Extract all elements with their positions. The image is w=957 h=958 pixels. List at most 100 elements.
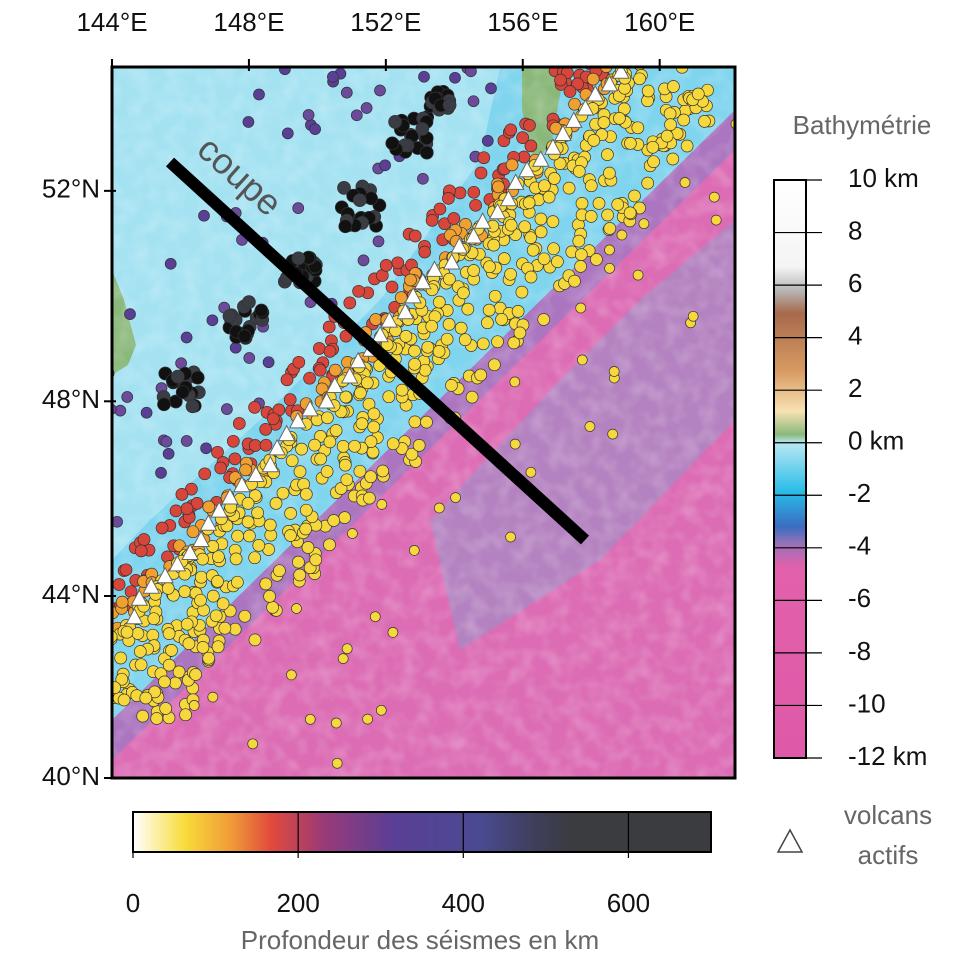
earthquake	[94, 666, 106, 678]
earthquake	[242, 116, 255, 128]
volcano	[181, 543, 199, 561]
earthquake	[74, 666, 86, 678]
earthquake	[442, 98, 457, 112]
earthquake	[433, 202, 447, 216]
earthquake	[481, 135, 494, 147]
earthquake	[80, 630, 92, 642]
earthquake	[445, 379, 458, 392]
earthquake	[338, 458, 352, 472]
earthquake	[408, 229, 422, 243]
earthquake	[575, 302, 587, 314]
volcano	[518, 160, 536, 178]
earthquake	[178, 585, 192, 598]
earthquake	[611, 18, 623, 30]
earthquake	[433, 502, 445, 514]
earthquake	[386, 437, 400, 451]
earthquake	[450, 492, 461, 503]
earthquake	[76, 670, 88, 682]
x-tick-label: 144°E	[76, 7, 147, 37]
earthquake	[420, 415, 433, 429]
earthquake	[655, 49, 667, 61]
earthquake	[504, 218, 518, 232]
volcano	[413, 272, 432, 290]
earthquake	[320, 465, 334, 478]
earthquake	[641, 176, 655, 190]
earthquake	[112, 681, 122, 695]
earthquake	[542, 190, 556, 204]
earthquake	[606, 39, 618, 51]
earthquake	[323, 345, 337, 358]
earthquake	[641, 49, 653, 61]
earthquake	[680, 139, 694, 153]
earthquake	[165, 644, 178, 657]
earthquake	[601, 28, 613, 40]
earthquake	[147, 612, 161, 626]
earthquake	[228, 452, 242, 466]
earthquake	[537, 252, 551, 266]
earthquake	[269, 497, 283, 510]
volcano	[554, 124, 572, 141]
volcano	[156, 566, 174, 584]
earthquake	[114, 404, 127, 417]
earthquake	[185, 482, 198, 496]
earthquake	[524, 139, 538, 153]
earthquake	[485, 82, 497, 95]
earthquake	[408, 415, 422, 429]
earthquake	[83, 307, 94, 318]
earthquake	[341, 643, 353, 655]
earthquake	[467, 95, 480, 108]
earthquake	[572, 234, 586, 248]
earthquake	[304, 713, 316, 725]
earthquake	[595, 9, 606, 20]
earthquake	[465, 390, 479, 404]
earthquake	[188, 700, 200, 711]
earthquake	[114, 651, 128, 665]
earthquake	[418, 363, 432, 377]
y-tick-label: 52°N	[42, 174, 100, 204]
volcano	[349, 351, 368, 369]
earthquake	[488, 358, 501, 372]
earthquake	[526, 243, 540, 257]
earthquake	[605, 33, 617, 45]
earthquake	[175, 385, 190, 400]
earthquake	[632, 269, 644, 281]
earthquake	[624, 137, 637, 150]
earthquake	[576, 354, 588, 366]
earthquake	[247, 738, 259, 750]
earthquake	[117, 693, 131, 707]
earthquake	[418, 245, 432, 259]
earthquake	[74, 667, 86, 679]
earthquake	[253, 88, 265, 101]
earthquake	[194, 570, 208, 584]
earthquake	[590, 253, 603, 266]
bathymetry-tick-label: 2	[848, 373, 862, 403]
bathymetry-tick-label: 8	[848, 215, 862, 245]
earthquake	[583, 44, 595, 56]
earthquake	[355, 417, 369, 430]
volcano	[199, 514, 218, 531]
volcano	[325, 376, 344, 393]
earthquake	[364, 435, 378, 448]
earthquake	[97, 621, 109, 633]
earthquake	[93, 241, 104, 252]
earthquake	[582, 42, 594, 54]
earthquake	[575, 197, 589, 210]
depth-tick-label: 600	[607, 888, 650, 918]
earthquake	[425, 319, 439, 333]
earthquake	[292, 202, 305, 214]
volcano	[168, 554, 187, 572]
earthquake	[379, 259, 393, 272]
earthquake	[185, 399, 200, 414]
earthquake	[200, 442, 212, 455]
earthquake	[112, 578, 126, 591]
earthquake	[96, 281, 107, 292]
volcano	[586, 84, 605, 102]
depth-title: Profondeur des séismes en km	[241, 925, 599, 955]
earthquake	[331, 757, 343, 769]
earthquake	[547, 242, 560, 256]
earthquake	[505, 158, 519, 172]
earthquake	[352, 284, 365, 298]
earthquake	[449, 71, 461, 84]
